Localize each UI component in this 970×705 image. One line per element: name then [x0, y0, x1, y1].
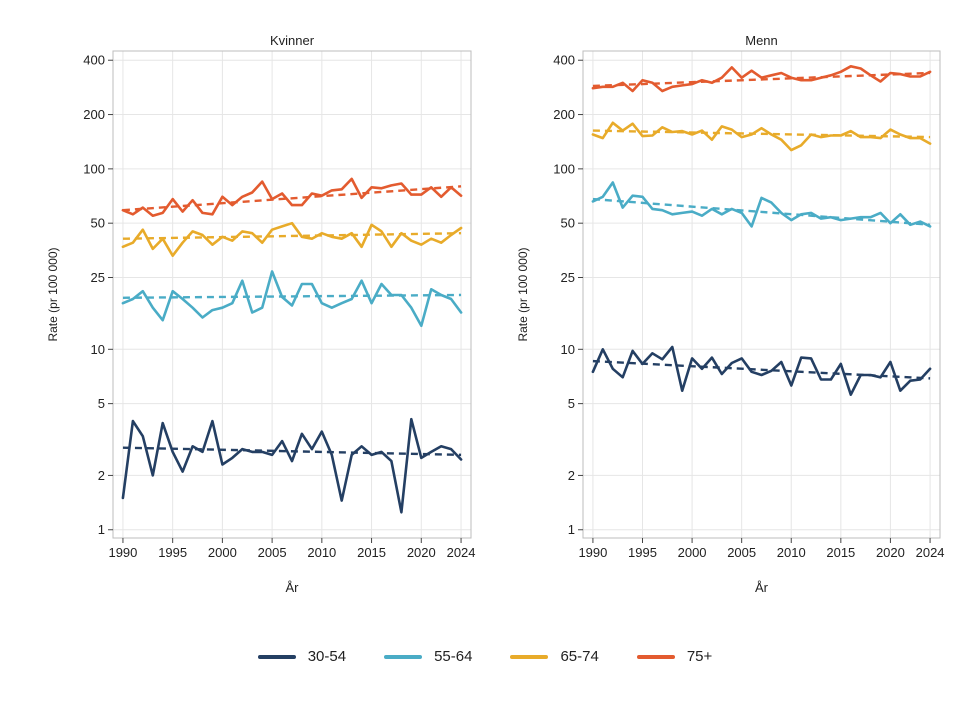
y-tick-label: 2: [568, 468, 575, 483]
x-tick-label: 2010: [307, 545, 336, 560]
legend-swatch-30-54: [257, 654, 296, 659]
y-tick-label: 5: [98, 396, 105, 411]
legend-item-30-54: 30-54: [257, 648, 347, 665]
legend-swatch-55-64: [384, 654, 423, 659]
legend-label-65-74: 65-74: [560, 648, 599, 665]
y-axis-label: Rate (pr 100 000): [46, 247, 60, 341]
y-tick-label: 200: [553, 107, 575, 122]
series-line-55-64: [121, 270, 463, 328]
y-tick-label: 2: [98, 468, 105, 483]
legend-swatch-75plus: [636, 654, 675, 659]
trend-line-30-54: [122, 446, 462, 457]
series-line-55-64: [591, 181, 932, 228]
legend-item-65-74: 65-74: [510, 648, 599, 665]
x-tick-label: 2010: [777, 545, 806, 560]
legend-swatch-65-74: [510, 654, 549, 659]
x-tick-label: 1990: [108, 545, 137, 560]
x-tick-label: 1990: [578, 545, 607, 560]
plot-frame: [112, 50, 472, 539]
panel-title: Kvinner: [270, 33, 315, 48]
legend-label-75plus: 75+: [686, 648, 713, 665]
x-tick-label: 2024: [447, 545, 476, 560]
series-line-75plus: [121, 177, 463, 217]
y-tick-label: 1: [98, 522, 105, 537]
x-tick-label: 2024: [916, 545, 945, 560]
y-tick-label: 10: [91, 342, 105, 357]
trend-line-75plus: [122, 185, 462, 212]
y-tick-label: 400: [83, 53, 105, 68]
trend-line-75plus: [592, 71, 931, 88]
series-line-65-74: [591, 121, 932, 152]
y-tick-label: 200: [83, 107, 105, 122]
y-tick-label: 1: [568, 522, 575, 537]
x-tick-label: 2005: [727, 545, 756, 560]
trend-line-55-64: [122, 293, 462, 299]
x-tick-label: 2000: [208, 545, 237, 560]
trend-line-55-64: [592, 197, 931, 226]
plot-frame: [582, 50, 941, 539]
trend-line-65-74: [592, 129, 931, 139]
series-line-30-54: [121, 417, 463, 514]
x-axis-label: År: [286, 580, 300, 595]
legend-label-30-54: 30-54: [307, 648, 347, 665]
x-tick-label: 1995: [158, 545, 187, 560]
legend: 30-54 55-64 65-74 75+: [0, 648, 970, 665]
legend-item-55-64: 55-64: [384, 648, 472, 665]
x-tick-label: 2020: [407, 545, 436, 560]
y-tick-label: 100: [83, 161, 105, 176]
x-tick-label: 1995: [628, 545, 657, 560]
y-tick-label: 25: [91, 270, 105, 285]
y-tick-label: 50: [91, 216, 105, 231]
series-line-75plus: [591, 65, 932, 93]
panel-title: Menn: [745, 33, 778, 48]
x-axis-label: År: [755, 580, 769, 595]
y-tick-label: 100: [553, 161, 575, 176]
x-tick-label: 2000: [678, 545, 707, 560]
y-tick-label: 10: [561, 342, 575, 357]
x-tick-label: 2005: [258, 545, 287, 560]
y-tick-label: 50: [561, 216, 575, 231]
y-axis-label: Rate (pr 100 000): [516, 247, 530, 341]
trend-line-65-74: [122, 232, 462, 240]
y-tick-label: 25: [561, 270, 575, 285]
y-tick-label: 5: [568, 396, 575, 411]
x-tick-label: 2015: [826, 545, 855, 560]
legend-label-55-64: 55-64: [434, 648, 473, 665]
x-tick-label: 2015: [357, 545, 386, 560]
legend-item-75plus: 75+: [636, 648, 713, 665]
y-tick-label: 400: [553, 53, 575, 68]
trend-line-30-54: [592, 359, 931, 380]
x-tick-label: 2020: [876, 545, 905, 560]
series-line-65-74: [121, 221, 463, 257]
